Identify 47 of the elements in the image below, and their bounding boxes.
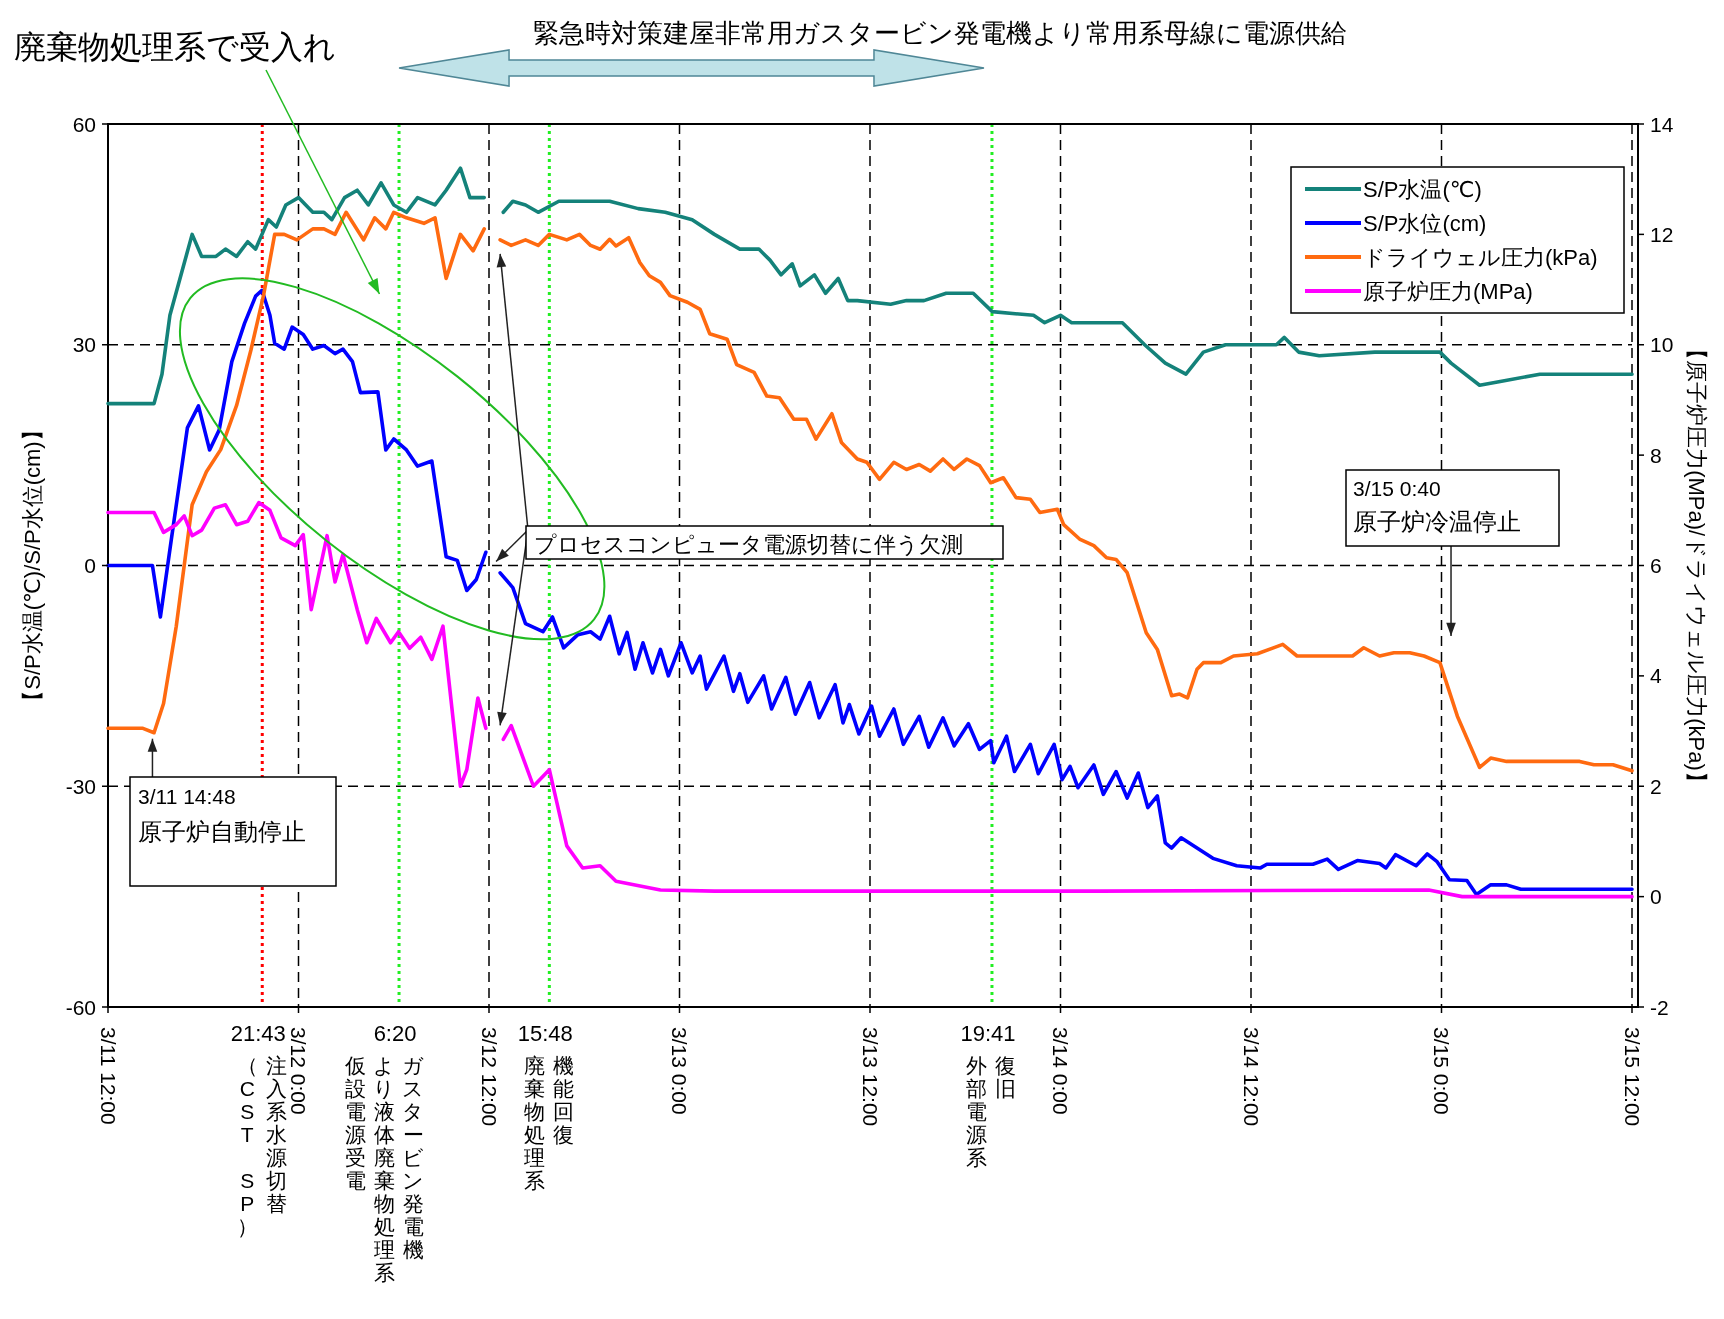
y2-tick-label: 6 <box>1650 554 1662 577</box>
y2-axis-title: 【原子炉圧力(MPa)/ドライウェル圧力(kPa)】 <box>1683 338 1709 793</box>
text: （CST SP） <box>236 1054 258 1238</box>
x-tick-label: 3/15 0:00 <box>1430 1027 1453 1115</box>
text: ガスタービン発電機 <box>402 1054 425 1261</box>
x-tick-label: 3/12 12:00 <box>477 1027 501 1127</box>
legend-label: S/P水位(cm) <box>1363 210 1487 236</box>
text: 外部電源系 <box>966 1054 988 1169</box>
y2-tick-label: 2 <box>1650 774 1662 798</box>
y2-tick-label: 8 <box>1650 443 1662 467</box>
y2-tick-label: -2 <box>1650 995 1669 1019</box>
y2-tick-label: 4 <box>1650 664 1662 688</box>
text: 緊急時対策建屋非常用ガスタービン発電機より常用系母線に電源供給 <box>533 18 1348 48</box>
y2-tick-label: 14 <box>1650 112 1674 136</box>
y-tick-label: -30 <box>65 774 96 798</box>
ref-line-label: 6:20 <box>373 1021 417 1046</box>
text: 仮設電源受電 <box>343 1054 366 1192</box>
x-tick-label: 3/15 12:00 <box>1620 1027 1644 1127</box>
text: 復旧 <box>995 1054 1017 1100</box>
text: 機能回復 <box>552 1054 574 1146</box>
y-tick-label: -60 <box>65 995 96 1019</box>
ref-line-label: 19:41 <box>960 1021 1016 1046</box>
x-tick-label: 3/13 12:00 <box>858 1027 882 1127</box>
annotation: 3/11 14:48 原子炉自動停止 <box>138 785 306 845</box>
y-tick-label: 0 <box>84 554 96 577</box>
y-tick-label: 30 <box>72 333 96 357</box>
text: より液体廃棄物処理系 <box>373 1054 396 1284</box>
text: 注入系水源切替 <box>265 1054 287 1215</box>
x-tick-label: 3/13 0:00 <box>668 1027 691 1115</box>
y-tick-label: 60 <box>72 112 96 136</box>
y-axis-title: 【S/P水温(℃)/S/P水位(cm)】 <box>19 419 45 712</box>
y2-tick-label: 10 <box>1650 333 1674 357</box>
annotation: 3/15 0:40 原子炉冷温停止 <box>1353 477 1521 535</box>
y2-tick-label: 12 <box>1650 222 1674 246</box>
ref-line-label: 21:43 <box>230 1021 286 1046</box>
x-tick-label: 3/12 0:00 <box>287 1027 310 1115</box>
x-tick-label: 3/14 12:00 <box>1239 1027 1263 1127</box>
text: 廃棄物処理系 <box>523 1054 545 1192</box>
x-tick-label: 3/14 0:00 <box>1049 1027 1072 1115</box>
ref-line-label: 15:48 <box>517 1021 573 1046</box>
legend-label: 原子炉圧力(MPa) <box>1363 278 1533 304</box>
x-tick-label: 3/11 12:00 <box>96 1027 120 1125</box>
y2-tick-label: 0 <box>1650 885 1662 909</box>
legend-label: ドライウェル圧力(kPa) <box>1363 244 1598 270</box>
text: 廃棄物処理系で受入れ <box>14 29 336 65</box>
legend-label: S/P水温(℃) <box>1363 176 1482 202</box>
annotation: プロセスコンピュータ電源切替に伴う欠測 <box>534 531 963 557</box>
